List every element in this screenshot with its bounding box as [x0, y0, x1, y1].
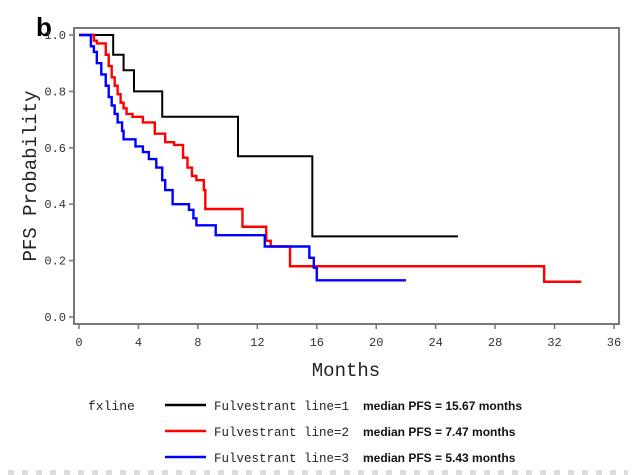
x-tick-label: 0	[75, 336, 82, 350]
legend-label: Fulvestrant line=1	[214, 400, 349, 414]
x-tick-label: 8	[194, 336, 201, 350]
y-tick-label: 0.8	[44, 85, 66, 99]
x-tick-label: 32	[547, 336, 561, 350]
legend-title: fxline	[88, 399, 135, 414]
y-axis: 0.0 0.2 0.4 0.6 0.8 1.0	[44, 29, 74, 325]
y-tick-label: 0.2	[44, 255, 66, 269]
x-tick-label: 24	[428, 336, 442, 350]
y-tick-label: 0.0	[44, 311, 66, 325]
legend-median: median PFS = 15.67 months	[363, 399, 522, 413]
y-tick-label: 0.4	[44, 198, 66, 212]
x-tick-label: 12	[250, 336, 264, 350]
legend-median: median PFS = 5.43 months	[363, 451, 516, 465]
x-axis-title: Months	[312, 360, 380, 382]
km-curve-line-3	[79, 33, 406, 282]
km-curve-line-1	[79, 34, 458, 238]
x-tick-label: 28	[488, 336, 502, 350]
x-tick-label: 36	[607, 336, 621, 350]
legend-label: Fulvestrant line=3	[214, 452, 349, 466]
x-tick-label: 4	[135, 336, 142, 350]
curves	[79, 33, 582, 283]
plot-frame	[73, 27, 620, 325]
legend: fxline Fulvestrant line=1 median PFS = 15…	[88, 399, 522, 466]
y-axis-title: PFS Probability	[20, 90, 42, 261]
y-tick-label: 0.6	[44, 142, 66, 156]
x-tick-label: 16	[310, 336, 324, 350]
legend-label: Fulvestrant line=2	[214, 426, 349, 440]
caption-clipped-text	[8, 470, 628, 475]
x-tick-label: 20	[369, 336, 383, 350]
km-curve-line-2	[79, 33, 582, 283]
y-tick-label: 1.0	[44, 29, 66, 43]
x-axis: 0 4 8 12 16 20 24 28 32 36	[75, 324, 621, 350]
panel-label: b	[36, 12, 52, 42]
legend-median: median PFS = 7.47 months	[363, 425, 516, 439]
